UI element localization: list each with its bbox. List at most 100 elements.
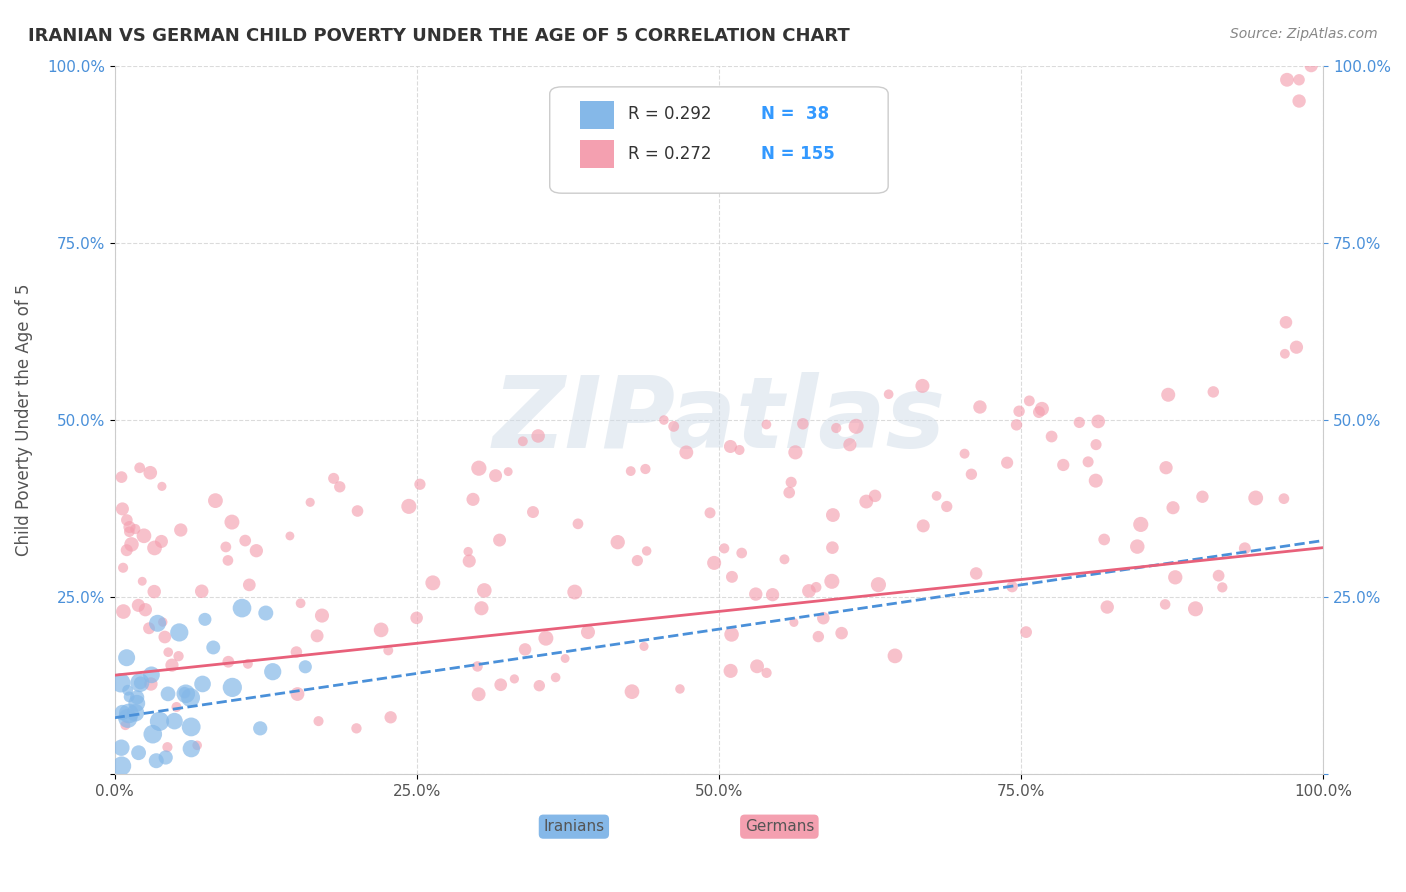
Germans bbox=[157, 645, 180, 659]
Germans bbox=[633, 640, 655, 654]
Germans bbox=[720, 627, 742, 641]
Germans bbox=[153, 630, 176, 644]
Germans bbox=[221, 515, 243, 529]
Text: R = 0.272: R = 0.272 bbox=[628, 145, 711, 163]
Germans bbox=[1164, 570, 1187, 584]
Germans bbox=[138, 621, 160, 635]
Iranians bbox=[129, 676, 152, 690]
Iranians bbox=[174, 687, 197, 701]
Germans bbox=[1018, 393, 1040, 408]
Germans bbox=[461, 492, 484, 507]
Iranians bbox=[141, 668, 163, 682]
Germans bbox=[290, 596, 312, 610]
Text: N = 155: N = 155 bbox=[761, 145, 835, 163]
Germans bbox=[728, 442, 751, 457]
Iranians bbox=[146, 616, 169, 631]
Iranians bbox=[294, 660, 316, 674]
Germans bbox=[470, 601, 492, 615]
Germans bbox=[160, 658, 183, 673]
Germans bbox=[838, 438, 860, 452]
Germans bbox=[567, 516, 589, 531]
Germans bbox=[287, 687, 309, 701]
Germans bbox=[778, 485, 800, 500]
Germans bbox=[398, 500, 420, 514]
Germans bbox=[1001, 580, 1024, 594]
Iranians bbox=[117, 683, 139, 698]
Germans bbox=[1157, 388, 1180, 402]
Germans bbox=[1015, 625, 1038, 640]
Germans bbox=[1272, 491, 1295, 506]
Germans bbox=[721, 570, 744, 584]
Germans bbox=[636, 544, 658, 558]
Germans bbox=[238, 578, 260, 592]
Iranians bbox=[128, 746, 150, 760]
Germans bbox=[675, 445, 697, 459]
Germans bbox=[720, 440, 742, 454]
Germans bbox=[1233, 541, 1256, 556]
Germans bbox=[346, 722, 368, 736]
Iranians bbox=[117, 711, 139, 725]
Germans bbox=[925, 489, 948, 503]
Germans bbox=[150, 479, 173, 493]
Germans bbox=[1031, 401, 1053, 416]
Germans bbox=[792, 417, 814, 431]
Germans bbox=[370, 623, 392, 637]
Germans bbox=[1154, 460, 1177, 475]
Y-axis label: Child Poverty Under the Age of 5: Child Poverty Under the Age of 5 bbox=[15, 284, 32, 557]
Text: Source: ZipAtlas.com: Source: ZipAtlas.com bbox=[1230, 27, 1378, 41]
Germans bbox=[152, 615, 174, 629]
Text: IRANIAN VS GERMAN CHILD POVERTY UNDER THE AGE OF 5 CORRELATION CHART: IRANIAN VS GERMAN CHILD POVERTY UNDER TH… bbox=[28, 27, 849, 45]
Germans bbox=[662, 419, 685, 434]
Germans bbox=[467, 687, 489, 701]
Text: R = 0.292: R = 0.292 bbox=[628, 104, 711, 123]
Germans bbox=[1028, 405, 1050, 419]
Germans bbox=[121, 537, 143, 551]
Iranians bbox=[110, 675, 132, 690]
Germans bbox=[484, 468, 506, 483]
Germans bbox=[1202, 384, 1225, 399]
Germans bbox=[554, 651, 576, 665]
Germans bbox=[118, 520, 141, 534]
Germans bbox=[713, 541, 735, 556]
Germans bbox=[409, 477, 432, 491]
Germans bbox=[278, 529, 301, 543]
Germans bbox=[322, 471, 344, 485]
Germans bbox=[134, 603, 156, 617]
Bar bbox=[579, 140, 614, 169]
Germans bbox=[503, 672, 526, 686]
Germans bbox=[1154, 598, 1177, 612]
Germans bbox=[156, 740, 179, 755]
Germans bbox=[821, 541, 844, 555]
Germans bbox=[124, 522, 146, 536]
Germans bbox=[813, 611, 835, 625]
Iranians bbox=[180, 720, 202, 734]
Germans bbox=[131, 574, 153, 589]
Text: ZIPatlas: ZIPatlas bbox=[492, 372, 945, 468]
Iranians bbox=[221, 681, 243, 695]
Germans bbox=[745, 587, 768, 601]
Germans bbox=[703, 556, 725, 570]
Germans bbox=[1211, 580, 1233, 594]
Germans bbox=[755, 417, 778, 432]
Germans bbox=[669, 681, 692, 696]
Germans bbox=[755, 665, 778, 680]
Iranians bbox=[202, 640, 225, 655]
Iranians bbox=[118, 706, 141, 721]
Germans bbox=[118, 524, 141, 539]
Germans bbox=[884, 648, 907, 663]
Germans bbox=[780, 475, 803, 490]
Iranians bbox=[169, 625, 191, 640]
Germans bbox=[960, 467, 983, 482]
Text: N =  38: N = 38 bbox=[761, 104, 830, 123]
Iranians bbox=[157, 687, 180, 701]
Germans bbox=[529, 679, 551, 693]
Germans bbox=[804, 580, 827, 594]
Germans bbox=[380, 710, 402, 724]
Germans bbox=[845, 419, 868, 434]
Germans bbox=[1301, 59, 1323, 73]
Germans bbox=[821, 508, 844, 522]
Germans bbox=[1288, 72, 1310, 87]
Germans bbox=[1077, 455, 1099, 469]
Iranians bbox=[148, 714, 170, 729]
Germans bbox=[745, 659, 768, 673]
